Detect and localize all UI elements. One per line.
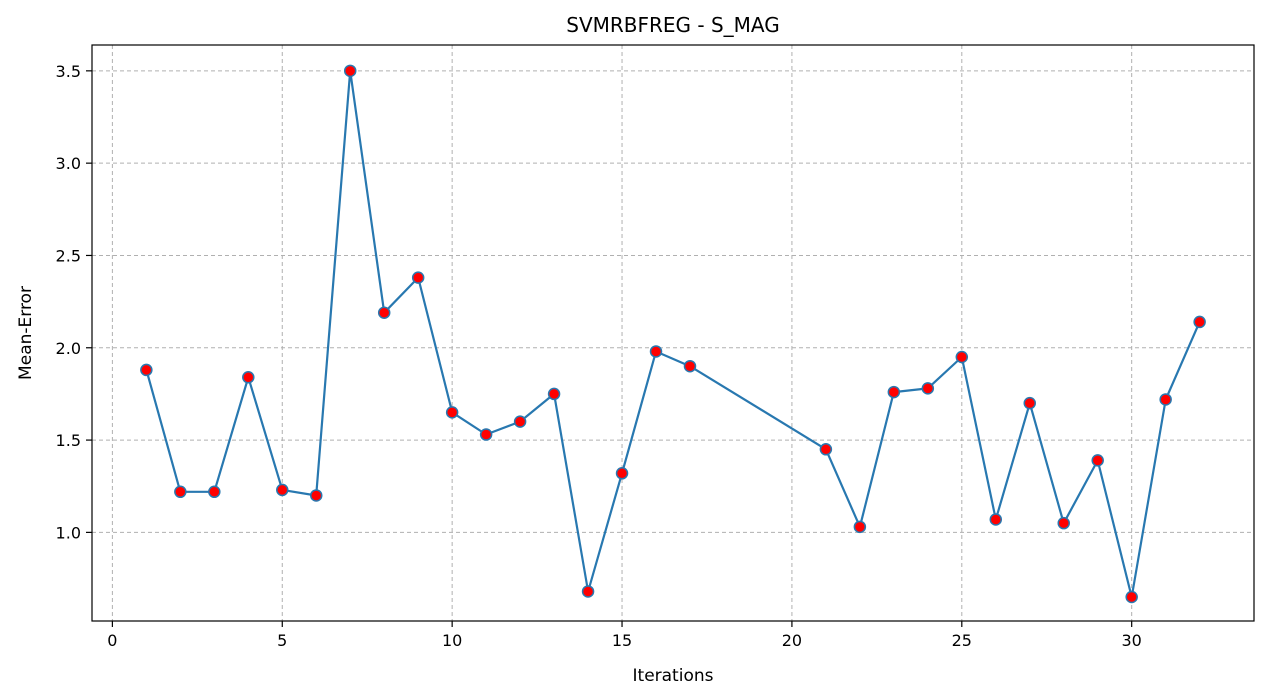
data-point: [887, 385, 901, 399]
series-layer: [140, 64, 1206, 604]
x-tick-label: 5: [277, 631, 287, 650]
data-point: [479, 428, 493, 441]
plot-frame: [91, 44, 1255, 622]
data-point: [921, 382, 935, 395]
data-point: [649, 345, 663, 358]
y-axis-label: Mean-Error: [16, 286, 36, 380]
data-point: [1091, 454, 1104, 467]
x-tick-label: 10: [442, 631, 462, 650]
x-tick-label: 30: [1122, 631, 1142, 650]
data-point: [819, 443, 833, 456]
data-point: [1193, 315, 1206, 329]
data-point: [411, 271, 425, 284]
data-point: [1125, 590, 1138, 604]
data-point: [581, 585, 595, 598]
x-tick-label: 25: [952, 631, 972, 650]
data-point: [955, 350, 969, 364]
data-point: [1023, 396, 1037, 410]
x-tick-label: 20: [782, 631, 802, 650]
data-point: [445, 406, 459, 419]
data-point: [276, 483, 289, 497]
y-tick-label: 1.5: [56, 431, 81, 450]
data-point: [1159, 393, 1172, 406]
x-axis-label: Iterations: [633, 666, 714, 686]
y-axis-ticks: 1.0 1.5 2.0 2.5 3.0 3.5: [56, 62, 92, 542]
y-tick-label: 3.5: [56, 62, 81, 81]
data-point: [208, 485, 221, 499]
data-point: [343, 64, 357, 78]
data-point: [547, 387, 561, 401]
y-tick-label: 2.0: [56, 339, 81, 358]
data-point: [615, 467, 629, 480]
data-point: [377, 306, 391, 319]
data-point: [309, 489, 323, 502]
data-point: [989, 513, 1003, 526]
data-point: [174, 485, 187, 499]
data-point: [683, 359, 697, 373]
y-tick-label: 1.0: [56, 523, 81, 542]
data-point: [853, 520, 867, 534]
y-tick-label: 3.0: [56, 154, 81, 173]
chart-title: SVMRBFREG - S_MAG: [566, 13, 780, 37]
data-point: [242, 371, 255, 384]
x-axis-ticks: 0 5 10 15 20 25 30: [107, 621, 1142, 650]
data-point: [1057, 516, 1070, 530]
x-tick-label: 15: [612, 631, 632, 650]
data-point: [513, 415, 527, 428]
y-tick-label: 2.5: [56, 246, 81, 265]
grid: [92, 45, 1254, 621]
data-point: [140, 363, 153, 377]
x-tick-label: 0: [107, 631, 117, 650]
